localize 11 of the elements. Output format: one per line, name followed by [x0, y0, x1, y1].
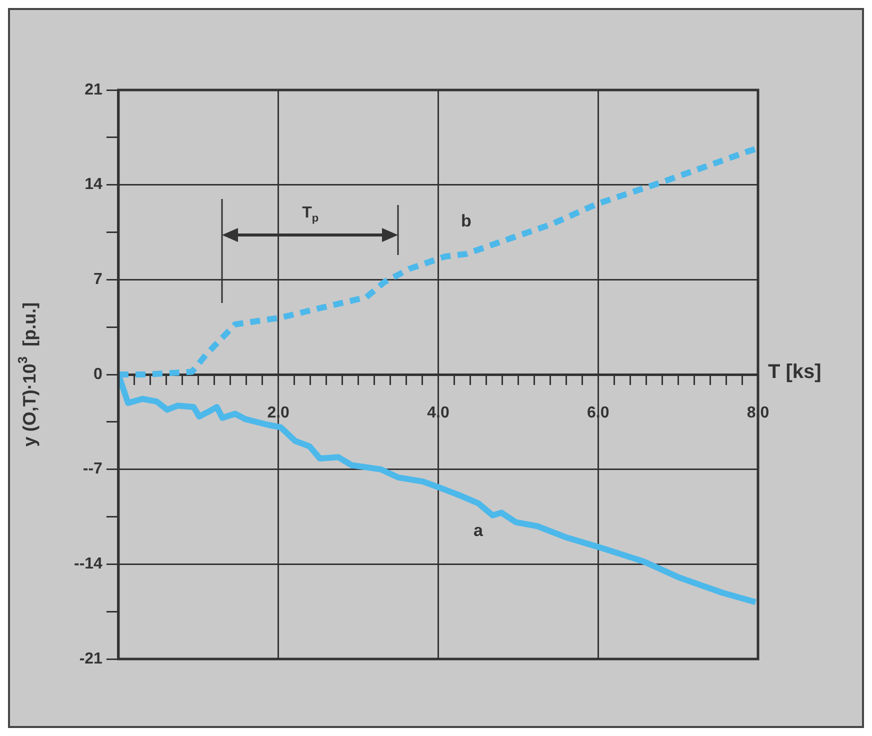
series-label: a [473, 520, 484, 540]
x-axis-title: T [ks] [768, 361, 822, 384]
y-tick-label: --14 [74, 556, 103, 573]
y-tick-label: --7 [82, 460, 103, 478]
y-axis-title: y (O,T)·103 [p.u.] [14, 302, 40, 447]
y-tick-label: -21 [79, 650, 103, 668]
y-tick-label: 14 [84, 176, 103, 194]
y-tick-label: 0 [94, 366, 103, 383]
y-tick-label: 21 [84, 81, 103, 98]
series-label: b [461, 212, 472, 231]
y-tick-label: 7 [94, 271, 103, 288]
